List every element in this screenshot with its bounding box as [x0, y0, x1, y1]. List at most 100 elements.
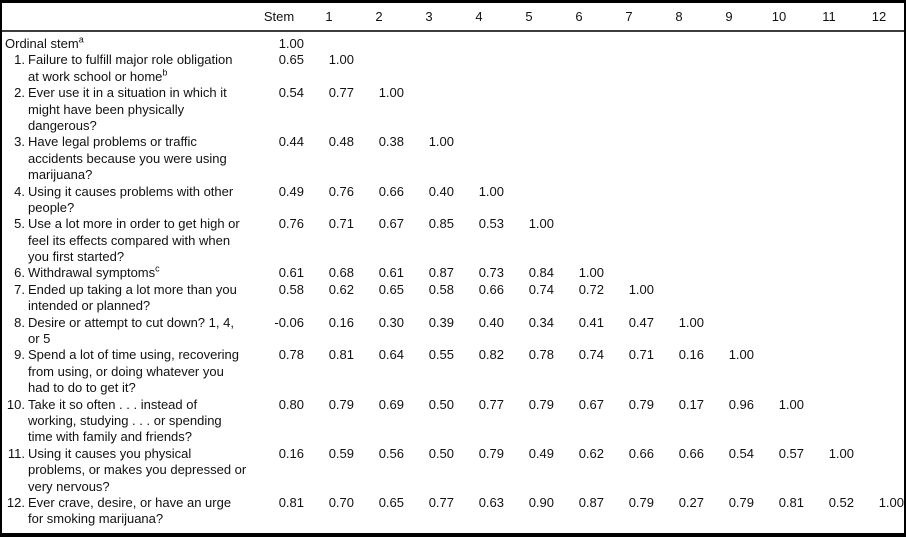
row-label-text: Have legal problems or traffic accidents …	[28, 134, 254, 183]
correlation-value	[804, 184, 854, 200]
row-label-line: problems, or makes you depressed or	[28, 462, 247, 478]
correlation-value	[854, 134, 904, 150]
correlation-value	[604, 36, 654, 52]
correlation-value	[454, 85, 504, 101]
row-label: 7. Ended up taking a lot more than you int…	[2, 282, 254, 315]
row-label-text: Ended up taking a lot more than you inten…	[28, 282, 254, 315]
column-header-5: 5	[525, 9, 533, 24]
correlation-value	[754, 216, 804, 232]
correlation-value	[704, 85, 754, 101]
correlation-value: 0.87	[578, 494, 604, 510]
correlation-value: 0.82	[478, 347, 504, 363]
correlation-value: 0.49	[278, 183, 304, 199]
correlation-value: 0.78	[278, 347, 304, 363]
table-row: 7. Ended up taking a lot more than you int…	[2, 282, 904, 315]
row-label-line: intended or planned?	[28, 298, 151, 314]
correlation-value: 0.53	[478, 216, 504, 232]
row-label-text: Ordinal stema	[5, 34, 254, 52]
correlation-value	[504, 36, 554, 52]
correlation-value: 0.16	[678, 347, 704, 363]
row-label-line: marijuana?	[28, 167, 93, 183]
correlation-value: 0.66	[378, 183, 404, 199]
correlation-value: 0.79	[528, 396, 554, 412]
correlation-value	[704, 52, 754, 68]
correlation-value: 0.69	[378, 396, 404, 412]
correlation-value: 0.61	[278, 265, 304, 281]
correlation-value: 0.44	[278, 134, 304, 150]
row-label-line: dangerous?	[28, 117, 97, 133]
row-label-line: accidents because you were using	[28, 150, 227, 166]
correlation-value: 0.48	[328, 134, 354, 150]
correlation-value: 1.00	[328, 52, 354, 68]
correlation-value: 0.79	[628, 494, 654, 510]
correlation-value: 1.00	[678, 314, 704, 330]
correlation-value: 0.81	[778, 494, 804, 510]
row-label: 6. Withdrawal symptomsc	[2, 265, 254, 281]
correlation-value	[704, 265, 754, 281]
correlation-value: 0.66	[678, 445, 704, 461]
correlation-value	[504, 85, 554, 101]
row-number: 5.	[14, 216, 25, 232]
correlation-value: 0.72	[578, 281, 604, 297]
table-row: Ordinal stema 1.00	[2, 34, 904, 52]
table-row: 9. Spend a lot of time using, recovering f…	[2, 347, 904, 396]
correlation-value: 1.00	[378, 85, 404, 101]
row-number: 1.	[14, 52, 25, 68]
row-label-line: very nervous?	[28, 478, 110, 494]
correlation-value	[554, 184, 604, 200]
footnote-marker: c	[155, 264, 160, 275]
correlation-value	[754, 134, 804, 150]
footnote-marker: b	[162, 67, 168, 78]
correlation-value	[404, 85, 454, 101]
row-label-line: at work school or homeb	[28, 67, 168, 84]
correlation-value	[704, 282, 754, 298]
correlation-value: 0.65	[378, 494, 404, 510]
correlation-value	[804, 282, 854, 298]
correlation-value	[854, 265, 904, 281]
correlation-value: 0.50	[428, 396, 454, 412]
correlation-value: 0.87	[428, 265, 454, 281]
correlation-value	[604, 265, 654, 281]
correlation-value: 0.30	[378, 314, 404, 330]
correlation-matrix-table: Stem 1 2 3 4 5 6 7 8 9 10 11 12 Ordinal stema 1.00 1. F…	[2, 3, 904, 533]
table-row: 5. Use a lot more in order to get high or…	[2, 216, 904, 265]
correlation-value: 0.41	[578, 314, 604, 330]
row-label-line: or 5	[28, 331, 51, 347]
row-label-line: Using it causes problems with other	[28, 183, 234, 199]
correlation-value	[754, 347, 804, 363]
correlation-value	[554, 134, 604, 150]
correlation-value: 0.85	[428, 216, 454, 232]
row-number: 11.	[7, 445, 25, 461]
correlation-value	[604, 85, 654, 101]
row-label: 1. Failure to fulfill major role obligati…	[2, 52, 254, 85]
row-number: 6.	[14, 265, 25, 281]
correlation-value: 0.77	[478, 396, 504, 412]
row-label-line: working, studying . . . or spending	[28, 412, 222, 428]
correlation-value: 0.17	[678, 396, 704, 412]
correlation-value	[654, 36, 704, 52]
correlation-value: 0.80	[278, 396, 304, 412]
row-label-line: Desire or attempt to cut down? 1, 4,	[28, 314, 234, 330]
correlation-value: 0.68	[328, 265, 354, 281]
correlation-value	[754, 315, 804, 331]
correlation-value	[554, 216, 604, 232]
correlation-value: 1.00	[578, 265, 604, 281]
correlation-value: 0.54	[728, 445, 754, 461]
correlation-value	[804, 134, 854, 150]
correlation-value	[854, 397, 904, 413]
row-label-line: Ended up taking a lot more than you	[28, 281, 237, 297]
correlation-value	[804, 347, 854, 363]
correlation-value	[754, 52, 804, 68]
row-number: 10.	[6, 396, 25, 412]
footnote-marker: a	[78, 34, 84, 45]
row-label-text: Take it so often . . . instead of working…	[28, 397, 254, 446]
row-number: 12.	[6, 494, 25, 510]
correlation-value: 0.84	[528, 265, 554, 281]
correlation-value	[854, 184, 904, 200]
correlation-value	[854, 216, 904, 232]
row-label-line: Using it causes you physical	[28, 445, 192, 461]
column-header-2: 2	[375, 9, 383, 24]
row-label: 10. Take it so often . . . instead of work…	[2, 397, 254, 446]
correlation-value	[604, 52, 654, 68]
row-label-line: Take it so often . . . instead of	[28, 396, 198, 412]
